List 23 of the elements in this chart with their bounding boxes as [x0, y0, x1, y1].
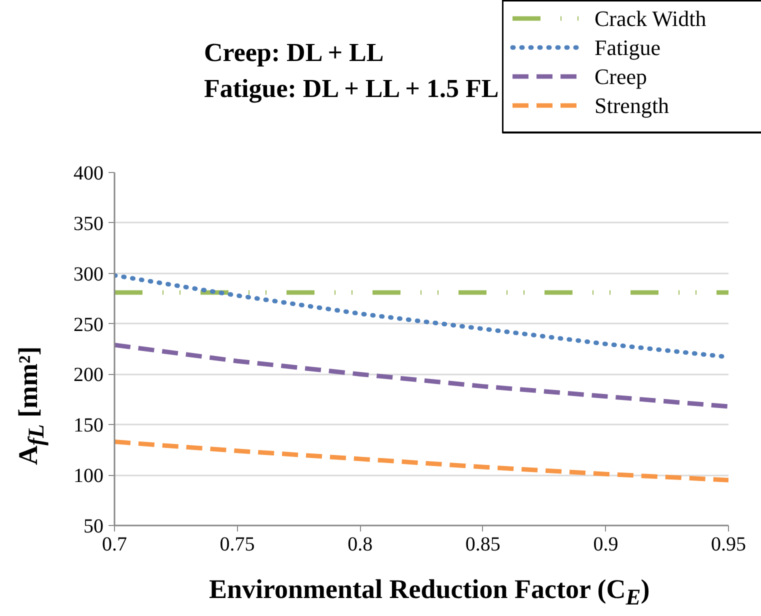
line-series — [114, 342, 728, 409]
x-tick-label: 0.9 — [593, 534, 618, 556]
legend-label: Fatigue — [594, 35, 660, 60]
legend-label: Strength — [594, 93, 670, 118]
legend-label: Creep — [594, 64, 648, 89]
x-tick-label: 0.75 — [220, 534, 255, 556]
y-tick-label: 100 — [74, 465, 104, 488]
y-tick-label: 150 — [74, 414, 104, 437]
text: Creep: DL + LL — [204, 37, 385, 69]
legend-label: Crack Width — [594, 6, 706, 31]
x-tick-label: 0.95 — [711, 534, 746, 556]
y-tick-label: 350 — [74, 212, 104, 235]
text: Fatigue: DL + LL + 1.5 FL — [204, 73, 499, 105]
x-tick-label: 0.8 — [348, 534, 373, 556]
x-tick-label: 0.7 — [102, 534, 127, 556]
x-tick-label: 0.85 — [465, 534, 500, 556]
line-series — [114, 440, 728, 482]
y-tick-label: 400 — [74, 162, 104, 184]
y-tick-label: 250 — [74, 314, 104, 336]
y-tick-label: 300 — [74, 263, 104, 286]
y-tick-label: 200 — [74, 364, 104, 386]
y-tick-label: 50 — [84, 516, 104, 538]
x-axis-title: Environmental Reduction Factor (C$_{E}$) — [208, 573, 650, 612]
